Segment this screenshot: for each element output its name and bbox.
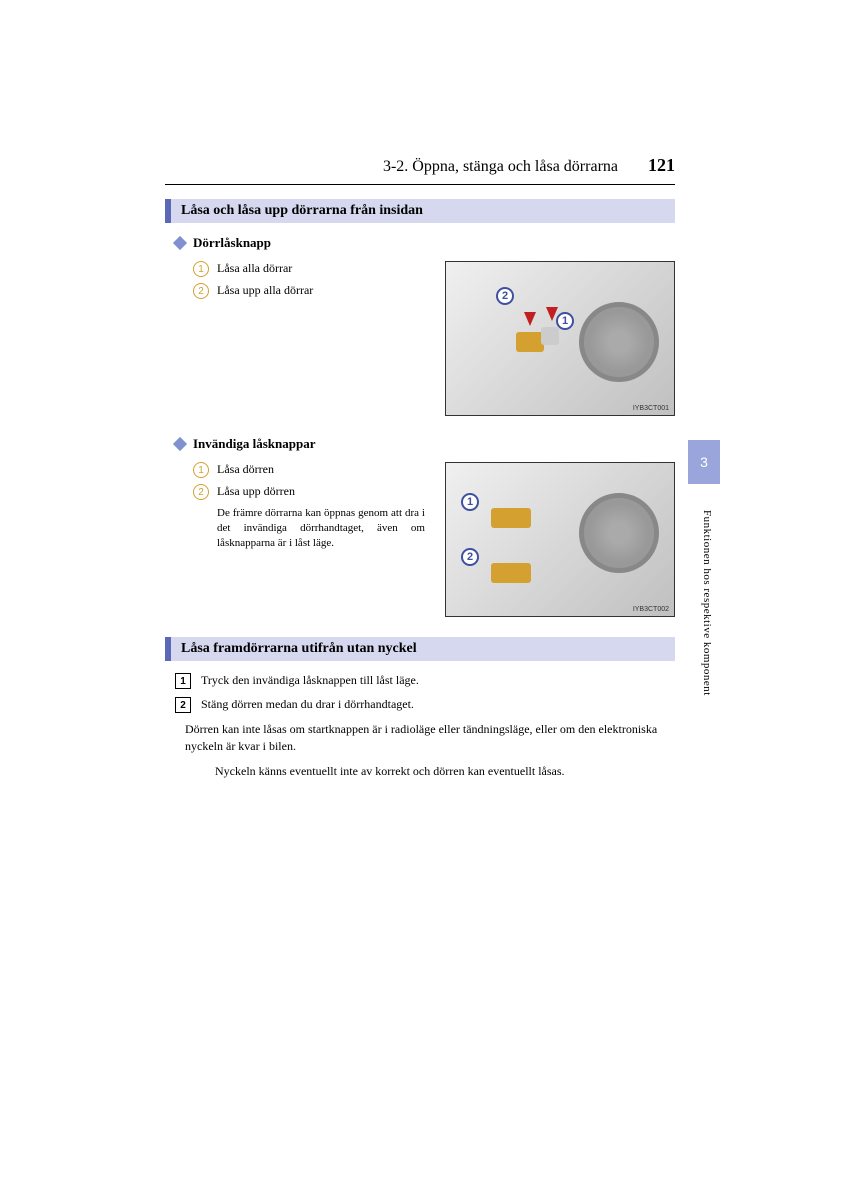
list-item: 1 Låsa dörren xyxy=(193,462,425,478)
subsection-door-lock-button: Dörrlåsknapp xyxy=(175,235,675,251)
illustration-code: IYB3CT001 xyxy=(633,405,669,412)
chapter-number: 3 xyxy=(700,454,708,470)
circled-number-icon: 1 xyxy=(193,261,209,277)
callout-badge: 1 xyxy=(556,312,574,330)
page-number: 121 xyxy=(648,155,675,176)
item-text: Låsa upp dörren xyxy=(217,484,295,499)
section-heading-lock-inside: Låsa och låsa upp dörrarna från insidan xyxy=(165,199,675,223)
callout-badge: 1 xyxy=(461,493,479,511)
step-item: 1 Tryck den invändiga låsknappen till lå… xyxy=(175,673,675,689)
chapter-tab: 3 xyxy=(688,440,720,484)
circled-number-icon: 2 xyxy=(193,484,209,500)
subsection-title: Dörrlåsknapp xyxy=(193,235,271,251)
circled-number-icon: 1 xyxy=(193,462,209,478)
circled-number-icon: 2 xyxy=(193,283,209,299)
page-header: 3-2. Öppna, stänga och låsa dörrarna 121 xyxy=(165,155,675,176)
item-text: Låsa dörren xyxy=(217,462,274,477)
list-item: 2 Låsa upp alla dörrar xyxy=(193,283,425,299)
header-divider xyxy=(165,184,675,185)
list-item: 2 Låsa upp dörren xyxy=(193,484,425,500)
subsection-interior-lock-buttons: Invändiga låsknappar xyxy=(175,436,675,452)
diamond-icon xyxy=(173,236,187,250)
chapter-label-vertical: Funktionen hos respektive komponent xyxy=(701,510,713,696)
subsection-title: Invändiga låsknappar xyxy=(193,436,315,452)
illustration-door-lock-switch: 2 1 IYB3CT001 xyxy=(445,261,675,416)
boxed-number-icon: 1 xyxy=(175,673,191,689)
note-paragraph: De främre dörrarna kan öppnas genom att … xyxy=(217,506,425,551)
callout-badge: 2 xyxy=(496,287,514,305)
step-text: Stäng dörren medan du drar i dörrhandtag… xyxy=(201,697,414,712)
callout-badge: 2 xyxy=(461,548,479,566)
illustration-code: IYB3CT002 xyxy=(633,606,669,613)
boxed-number-icon: 2 xyxy=(175,697,191,713)
illustration-interior-lock: 1 2 IYB3CT002 xyxy=(445,462,675,617)
step-text: Tryck den invändiga låsknappen till låst… xyxy=(201,673,419,688)
body-paragraph: Dörren kan inte låsas om startknappen är… xyxy=(185,721,675,755)
step-item: 2 Stäng dörren medan du drar i dörrhandt… xyxy=(175,697,675,713)
list-item: 1 Låsa alla dörrar xyxy=(193,261,425,277)
item-text: Låsa alla dörrar xyxy=(217,261,292,276)
diamond-icon xyxy=(173,437,187,451)
body-paragraph-indented: Nyckeln känns eventuellt inte av korrekt… xyxy=(215,763,675,780)
section-breadcrumb: 3-2. Öppna, stänga och låsa dörrarna xyxy=(383,158,618,176)
item-text: Låsa upp alla dörrar xyxy=(217,283,313,298)
section-heading-lock-outside: Låsa framdörrarna utifrån utan nyckel xyxy=(165,637,675,661)
